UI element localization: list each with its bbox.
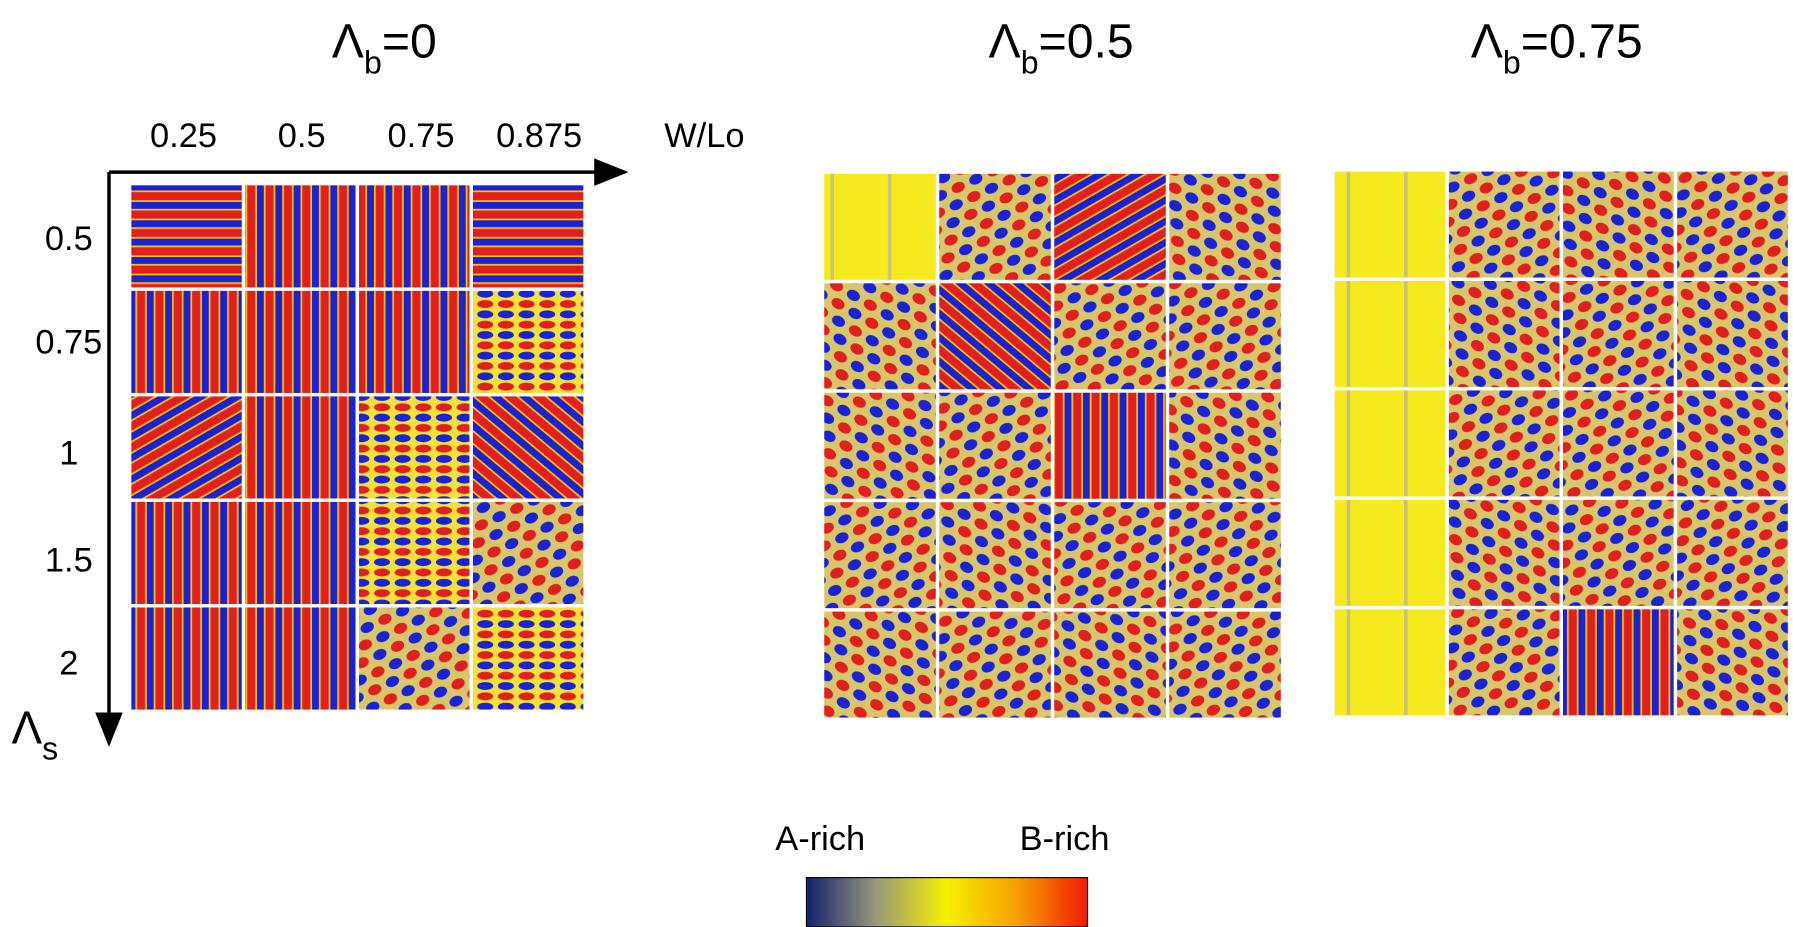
x-axis-label: W/Lo [664,117,744,155]
pattern-tile [1677,281,1788,387]
title-symbol: Λ [1471,14,1503,68]
pattern-tile [1054,174,1166,280]
pattern-tile [1449,281,1560,387]
pattern-tile [939,393,1051,499]
title-subscript: b [1503,44,1521,80]
title-symbol: Λ [332,14,364,68]
pattern-tile [1563,281,1674,387]
pattern-tile [131,607,241,709]
x-tick-label: 0.25 [150,117,217,155]
pattern-tile [1169,502,1281,608]
pattern-tile [1054,502,1166,608]
pattern-tile [1677,390,1788,496]
pattern-tile [1335,609,1446,715]
title-value: =0.5 [1039,14,1134,68]
pattern-tile [359,396,469,498]
pattern-tile [1335,281,1446,387]
pattern-tile [1335,172,1446,278]
pattern-tile [473,396,583,498]
pattern-tile [1449,390,1560,496]
pattern-tile [1563,500,1674,606]
y-tick-label: 2 [59,645,78,683]
pattern-tile [245,502,355,604]
pattern-tile [1169,283,1281,389]
pattern-tile [939,502,1051,608]
title-symbol: Λ [989,14,1021,68]
pattern-tile [824,283,936,389]
pattern-tile [1449,609,1560,715]
pattern-tile [1169,612,1281,718]
pattern-tile [473,607,583,709]
pattern-tile [473,502,583,604]
pattern-tile [824,174,936,280]
pattern-tile [131,502,241,604]
pattern-tile [131,291,241,393]
pattern-tile [1677,172,1788,278]
pattern-tile [245,607,355,709]
pattern-tile [245,291,355,393]
pattern-tile [1677,609,1788,715]
pattern-tile [1677,500,1788,606]
pattern-tile [359,185,469,287]
pattern-tile [824,502,936,608]
pattern-tile [473,185,583,287]
pattern-tile [1054,612,1166,718]
pattern-tile [1169,174,1281,280]
pattern-tile [939,283,1051,389]
figure: W/Lo Λs A-rich B-rich Λb=0Λb=0.5Λb=0.750… [0,0,1793,927]
y-tick-label: 1.5 [45,541,93,579]
title-subscript: b [1021,44,1039,80]
pattern-tile [1335,500,1446,606]
pattern-tile [824,612,936,718]
title-subscript: b [364,44,382,80]
pattern-tile [131,185,241,287]
pattern-tile [1563,609,1674,715]
panel-title: Λb=0 [332,14,437,80]
pattern-tile [1563,172,1674,278]
pattern-tile [1335,390,1446,496]
pattern-tile [245,185,355,287]
colorbar-low-label: A-rich [775,820,865,858]
pattern-tile [1054,283,1166,389]
y-tick-label: 1 [59,435,78,473]
x-tick-label: 0.875 [496,117,582,155]
title-value: =0.75 [1521,14,1643,68]
panel-title: Λb=0.75 [1471,14,1643,80]
y-tick-label: 0.5 [45,220,93,258]
panel-title: Λb=0.5 [989,14,1134,80]
pattern-tile [1449,172,1560,278]
colorbar [806,878,1087,927]
colorbar-high-label: B-rich [1020,820,1110,858]
pattern-tile [1054,393,1166,499]
pattern-tile [473,291,583,393]
pattern-tile [939,612,1051,718]
pattern-tile [359,502,469,604]
y-tick-label: 0.75 [35,323,102,361]
pattern-tile [1169,393,1281,499]
pattern-tile [1563,390,1674,496]
y-axis-label: Λs [11,701,58,766]
pattern-tile [1449,500,1560,606]
pattern-tile [245,396,355,498]
title-value: =0 [382,14,437,68]
pattern-tile [359,607,469,709]
x-tick-label: 0.5 [278,117,326,155]
pattern-tile [939,174,1051,280]
pattern-tile [359,291,469,393]
x-tick-label: 0.75 [388,117,455,155]
pattern-tile [824,393,936,499]
pattern-tile [131,396,241,498]
